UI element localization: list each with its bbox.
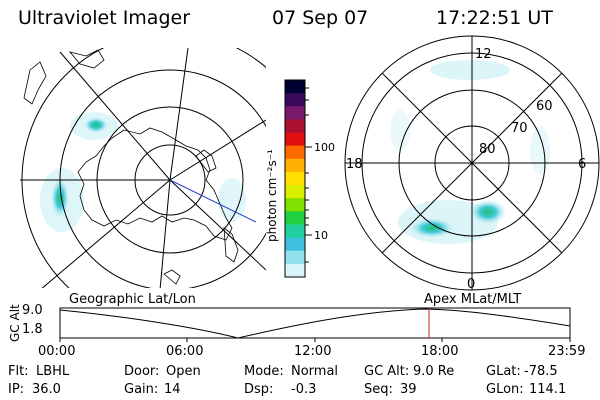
colorbar-stripe <box>285 158 305 173</box>
mlt-label-midnight: 0 <box>467 277 475 292</box>
colorbar-stripe <box>285 237 305 252</box>
footer-ip-label: IP: <box>8 382 25 397</box>
colorbar-stripe <box>285 80 305 94</box>
mlt-label-dawn: 6 <box>578 157 586 172</box>
footer-door-value: Open <box>166 364 201 379</box>
colorbar-stripe <box>285 145 305 160</box>
colorbar-stripe <box>285 250 305 265</box>
colorbar-stripe <box>285 106 305 120</box>
colorbar-tick-10: 10 <box>314 229 328 242</box>
footer-filter-label: Flt: <box>8 364 29 379</box>
time-label: 17:22:51 UT <box>436 7 553 29</box>
footer-seq-value: 39 <box>400 382 417 397</box>
footer-glat-label: GLat: <box>486 364 521 379</box>
altitude-axis-title: GC Alt <box>8 304 22 342</box>
altitude-tick-high: 9.0 <box>22 303 43 318</box>
date-label: 07 Sep 07 <box>272 7 369 29</box>
colorbar: 100 10 photon cm⁻²s⁻¹ <box>265 79 335 278</box>
geographic-map <box>20 48 266 288</box>
footer-mode-label: Mode: <box>244 364 284 379</box>
colorbar-stripe <box>285 198 305 212</box>
footer-gain-label: Gain: <box>124 382 159 397</box>
footer-seq-label: Seq: <box>364 382 393 397</box>
aurora-patch <box>430 60 510 80</box>
colorbar-stripe <box>285 119 305 134</box>
time-tick-2359: 23:59 <box>548 344 586 359</box>
footer-gain-value: 14 <box>164 382 181 397</box>
geo-map-label: Geographic Lat/Lon <box>69 292 196 307</box>
mlat-label-60: 60 <box>536 99 553 114</box>
mlat-label-70: 70 <box>511 121 528 136</box>
mlt-label-dusk: 18 <box>346 157 363 172</box>
aurora-patch <box>51 178 69 218</box>
aurora-patch <box>530 126 550 174</box>
colorbar-stripe <box>285 263 305 278</box>
footer-ip-value: 36.0 <box>32 382 61 397</box>
mlt-label-noon: 12 <box>475 47 492 62</box>
footer-glon-value: 114.1 <box>529 382 567 397</box>
time-tick-1800: 18:00 <box>421 344 459 359</box>
colorbar-tick-100: 100 <box>314 141 335 154</box>
footer-dsp-label: Dsp: <box>244 382 274 397</box>
footer-gcalt-value: 9.0 Re <box>413 364 455 379</box>
altitude-tick-low: 1.8 <box>22 322 43 337</box>
time-tick-0000: 00:00 <box>38 344 76 359</box>
footer-dsp-value: -0.3 <box>291 382 317 397</box>
footer-glon-label: GLon: <box>486 382 524 397</box>
colorbar-stripe <box>285 132 305 147</box>
altitude-curve <box>59 308 571 339</box>
colorbar-stripe <box>285 171 305 186</box>
colorbar-stripe <box>285 211 305 225</box>
instrument-title: Ultraviolet Imager <box>18 7 191 29</box>
mlat-label-80: 80 <box>479 142 496 157</box>
aurora-patch <box>218 178 246 222</box>
footer-gcalt-label: GC Alt: <box>364 364 410 379</box>
footer-filter-value: LBHL <box>36 364 70 379</box>
noon-meridian-line <box>169 179 257 223</box>
footer-door-label: Door: <box>124 364 160 379</box>
footer-glat-value: -78.5 <box>524 364 558 379</box>
time-tick-1200: 12:00 <box>294 344 332 359</box>
mlt-map-label: Apex MLat/MLT <box>424 292 522 307</box>
mlt-map: 12 18 6 0 60 70 80 <box>344 35 600 292</box>
aurora-patch <box>390 110 410 150</box>
colorbar-stripe <box>285 224 305 239</box>
time-tick-0600: 06:00 <box>166 344 204 359</box>
colorbar-stripe <box>285 93 305 107</box>
altitude-plot <box>59 307 571 342</box>
aurora-patch <box>84 117 108 133</box>
colorbar-unit-label: photon cm⁻²s⁻¹ <box>265 149 279 242</box>
aurora-patch <box>470 200 506 224</box>
footer-mode-value: Normal <box>291 364 339 379</box>
aurora-patch <box>410 218 454 238</box>
colorbar-stripe <box>285 185 305 199</box>
